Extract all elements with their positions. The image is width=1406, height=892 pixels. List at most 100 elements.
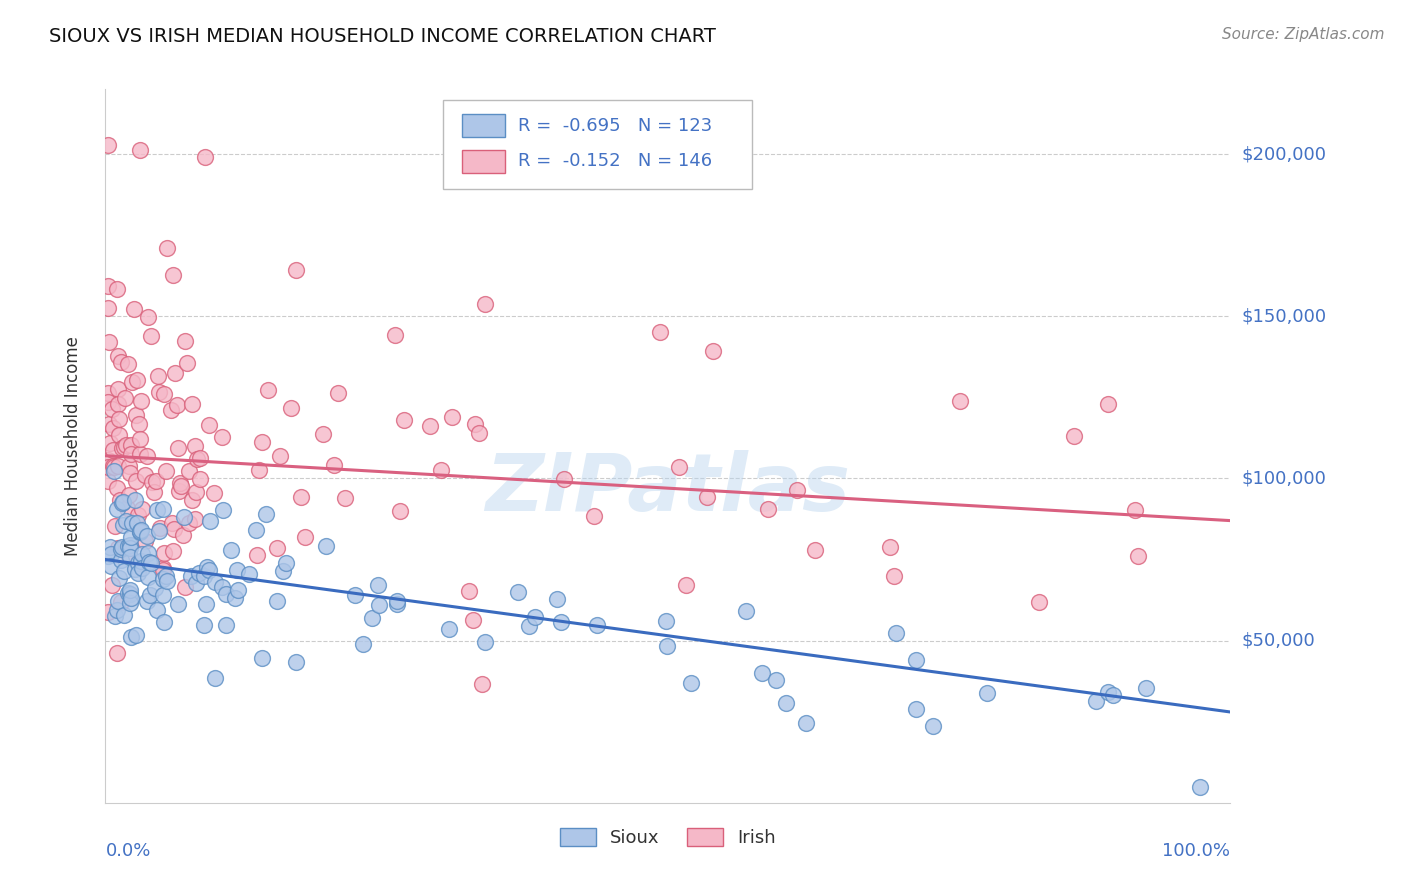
Point bbox=[107, 594, 129, 608]
Point bbox=[474, 297, 496, 311]
Point bbox=[188, 451, 211, 466]
Point bbox=[120, 541, 142, 556]
Point bbox=[249, 462, 271, 476]
Point bbox=[107, 458, 129, 473]
Point bbox=[131, 393, 153, 408]
Point bbox=[884, 626, 907, 640]
Point bbox=[129, 143, 152, 157]
Point bbox=[668, 460, 690, 475]
Point bbox=[105, 603, 128, 617]
Point bbox=[198, 417, 221, 432]
Point bbox=[344, 588, 367, 602]
Point bbox=[107, 382, 129, 396]
Point bbox=[152, 560, 174, 574]
Point bbox=[188, 472, 211, 486]
Point bbox=[160, 516, 183, 530]
Text: $150,000: $150,000 bbox=[1241, 307, 1326, 326]
Point bbox=[226, 563, 249, 577]
Point bbox=[120, 630, 142, 644]
Point bbox=[101, 401, 124, 416]
Point bbox=[173, 510, 195, 524]
Point bbox=[156, 242, 179, 256]
Point bbox=[162, 268, 184, 282]
Point bbox=[294, 530, 316, 544]
Point bbox=[1063, 429, 1085, 443]
Point bbox=[100, 558, 122, 573]
Point bbox=[266, 541, 288, 556]
Point bbox=[118, 587, 141, 601]
Point bbox=[177, 464, 200, 478]
Point bbox=[170, 479, 193, 493]
Point bbox=[127, 508, 149, 523]
Point bbox=[384, 327, 406, 342]
Point bbox=[751, 666, 773, 681]
Point bbox=[177, 516, 200, 530]
Point bbox=[138, 555, 160, 569]
Text: $100,000: $100,000 bbox=[1241, 469, 1326, 487]
Point bbox=[108, 571, 131, 585]
Point bbox=[111, 518, 134, 533]
Point bbox=[285, 655, 308, 669]
Point bbox=[112, 564, 135, 578]
Point bbox=[114, 391, 136, 405]
Point bbox=[107, 397, 129, 411]
Text: SIOUX VS IRISH MEDIAN HOUSEHOLD INCOME CORRELATION CHART: SIOUX VS IRISH MEDIAN HOUSEHOLD INCOME C… bbox=[49, 27, 716, 45]
Point bbox=[97, 137, 120, 152]
Point bbox=[124, 493, 146, 508]
Point bbox=[110, 355, 132, 369]
Point bbox=[696, 490, 718, 504]
Point bbox=[97, 301, 120, 316]
Point bbox=[117, 357, 139, 371]
Point bbox=[105, 281, 128, 295]
Point bbox=[139, 329, 162, 343]
FancyBboxPatch shape bbox=[443, 100, 752, 189]
Point bbox=[198, 563, 221, 577]
Point bbox=[184, 485, 207, 500]
Point bbox=[111, 442, 134, 456]
Point bbox=[162, 543, 184, 558]
Point bbox=[146, 369, 169, 384]
Point bbox=[976, 686, 998, 700]
Point bbox=[131, 560, 153, 574]
Point bbox=[883, 569, 905, 583]
Point bbox=[97, 386, 120, 401]
Point bbox=[246, 548, 269, 562]
Point bbox=[125, 516, 148, 531]
Point bbox=[139, 556, 162, 570]
Point bbox=[468, 425, 491, 440]
Point bbox=[879, 540, 901, 554]
Point bbox=[582, 508, 605, 523]
Point bbox=[136, 529, 159, 543]
Point bbox=[266, 593, 288, 607]
Point bbox=[186, 452, 208, 467]
Point bbox=[149, 521, 172, 535]
Point bbox=[125, 628, 148, 642]
Point bbox=[271, 564, 294, 578]
Point bbox=[219, 543, 242, 558]
Point bbox=[122, 301, 145, 316]
Point bbox=[110, 553, 132, 567]
Point bbox=[167, 483, 190, 498]
Point bbox=[648, 325, 671, 339]
Point bbox=[125, 373, 148, 387]
Point bbox=[125, 474, 148, 488]
Point bbox=[184, 576, 207, 591]
Point bbox=[352, 637, 374, 651]
Point bbox=[204, 671, 226, 685]
Point bbox=[675, 578, 697, 592]
Point bbox=[148, 385, 170, 400]
Point bbox=[128, 525, 150, 540]
Point bbox=[1189, 780, 1212, 794]
Point bbox=[117, 586, 139, 600]
Point bbox=[1085, 694, 1108, 708]
Point bbox=[180, 397, 202, 411]
Point bbox=[193, 569, 215, 583]
Text: $200,000: $200,000 bbox=[1241, 145, 1326, 163]
Point bbox=[419, 418, 441, 433]
Point bbox=[107, 428, 129, 442]
Point bbox=[804, 542, 827, 557]
Point bbox=[128, 417, 150, 432]
Point bbox=[949, 393, 972, 408]
Point bbox=[280, 401, 302, 416]
Point bbox=[98, 435, 121, 450]
